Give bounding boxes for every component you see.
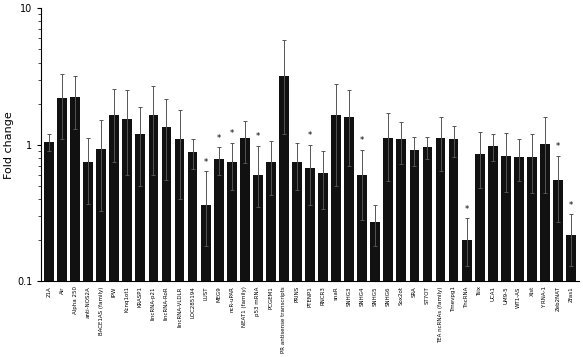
Text: *: * [556, 142, 560, 151]
Bar [57, 98, 67, 357]
Bar [462, 240, 472, 357]
Text: *: * [203, 158, 208, 167]
Bar [83, 162, 93, 357]
Bar [305, 168, 315, 357]
Bar [501, 156, 511, 357]
Text: *: * [465, 205, 469, 213]
Bar [188, 152, 198, 357]
Bar [357, 175, 367, 357]
Bar [201, 205, 210, 357]
Bar [514, 156, 524, 357]
Y-axis label: Fold change: Fold change [4, 111, 14, 178]
Bar [96, 149, 106, 357]
Bar [423, 147, 433, 357]
Bar [253, 175, 263, 357]
Bar [345, 117, 354, 357]
Bar [227, 162, 237, 357]
Bar [370, 222, 380, 357]
Text: *: * [216, 134, 221, 142]
Bar [161, 127, 171, 357]
Bar [149, 115, 159, 357]
Bar [540, 144, 550, 357]
Bar [475, 154, 484, 357]
Bar [240, 138, 250, 357]
Bar [436, 138, 445, 357]
Bar [266, 162, 276, 357]
Bar [449, 139, 458, 357]
Bar [527, 156, 537, 357]
Bar [409, 150, 419, 357]
Text: *: * [569, 201, 573, 210]
Bar [279, 76, 289, 357]
Bar [488, 146, 498, 357]
Text: *: * [360, 136, 364, 145]
Bar [553, 180, 563, 357]
Bar [566, 235, 576, 357]
Bar [175, 139, 184, 357]
Bar [135, 134, 145, 357]
Text: *: * [230, 130, 234, 139]
Bar [122, 119, 132, 357]
Bar [384, 138, 393, 357]
Bar [110, 115, 119, 357]
Bar [214, 160, 223, 357]
Text: *: * [308, 131, 312, 140]
Bar [71, 97, 80, 357]
Bar [396, 139, 406, 357]
Bar [331, 115, 341, 357]
Bar [318, 173, 328, 357]
Bar [44, 142, 54, 357]
Text: *: * [256, 132, 260, 141]
Bar [292, 162, 302, 357]
